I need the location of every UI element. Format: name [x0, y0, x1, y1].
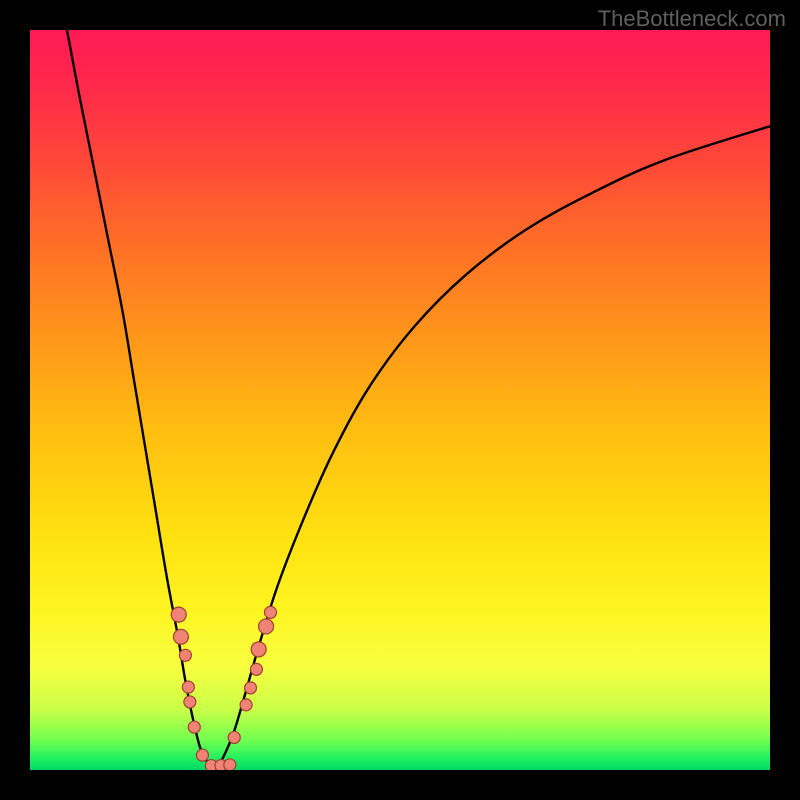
data-marker [184, 696, 196, 708]
bottleneck-chart: TheBottleneck.com [0, 0, 800, 800]
chart-gradient-bg [30, 30, 770, 770]
chart-svg [0, 0, 800, 800]
data-marker [171, 607, 186, 622]
data-marker [259, 619, 274, 634]
data-marker [228, 731, 240, 743]
data-marker [250, 663, 262, 675]
data-marker [196, 749, 208, 761]
data-marker [173, 629, 188, 644]
data-marker [224, 759, 236, 771]
data-marker [265, 606, 277, 618]
data-marker [182, 681, 194, 693]
data-marker [179, 649, 191, 661]
data-marker [188, 721, 200, 733]
data-marker [251, 642, 266, 657]
data-marker [245, 682, 257, 694]
data-marker [240, 699, 252, 711]
watermark-text: TheBottleneck.com [598, 6, 786, 32]
